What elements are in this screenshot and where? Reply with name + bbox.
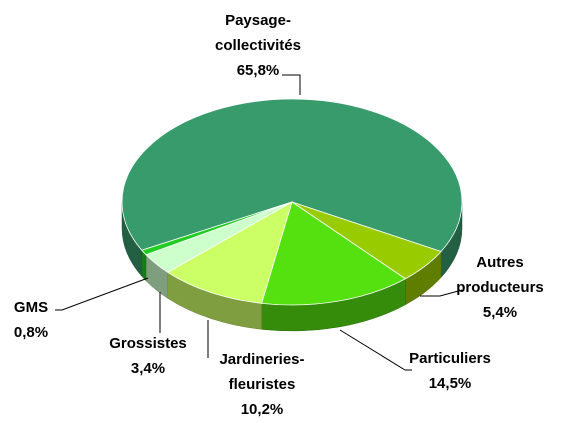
category-label: Autres producteurs [456, 254, 544, 296]
leader-line [420, 289, 463, 297]
data-label: Paysage-collectivités 65,8% [198, 8, 318, 83]
slice [166, 201, 293, 304]
leader-line [55, 277, 149, 311]
category-label: Particuliers [409, 350, 491, 367]
data-label: Jardineries-fleuristes 10,2% [202, 347, 322, 422]
data-label: Particuliers 14,5% [400, 346, 500, 396]
category-label: Jardineries-fleuristes [219, 351, 305, 393]
data-label: Grossistes 3,4% [98, 331, 198, 381]
slice [261, 201, 407, 306]
category-label: Paysage-collectivités [215, 12, 301, 54]
value-label: 0,8% [13, 324, 49, 341]
data-label: GMS 0,8% [6, 295, 56, 345]
data-label: Autres producteurs 5,4% [450, 250, 550, 325]
category-label: Grossistes [109, 335, 187, 352]
value-label: 10,2% [240, 401, 284, 418]
value-label: 14,5% [428, 375, 472, 392]
value-label: 5,4% [482, 304, 518, 321]
leader-line [282, 74, 301, 95]
value-label: 3,4% [130, 360, 166, 377]
value-label: 65,8% [236, 62, 280, 79]
leader-line [339, 329, 412, 371]
category-label: GMS [13, 299, 49, 316]
slice-side [141, 249, 147, 282]
slice [141, 201, 293, 256]
slice [121, 98, 463, 252]
